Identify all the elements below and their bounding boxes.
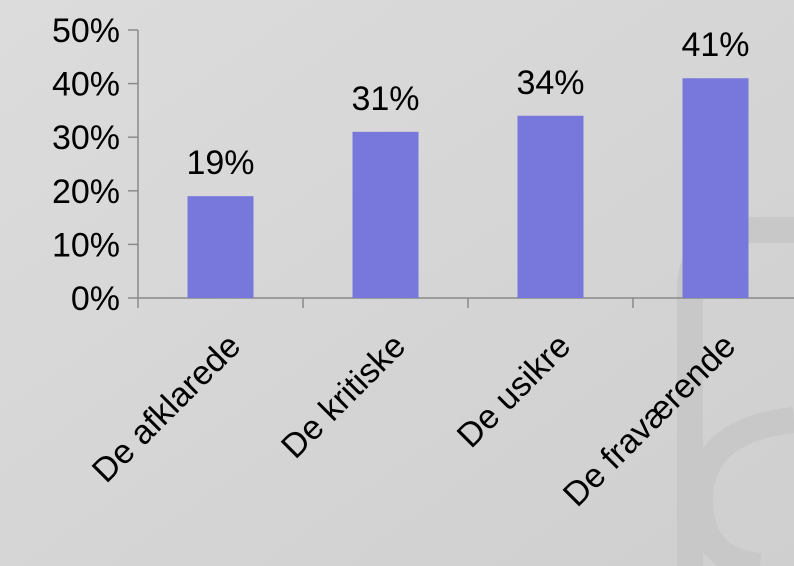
bar — [682, 78, 749, 299]
data-label: 34% — [516, 64, 584, 102]
data-label: 19% — [186, 144, 254, 182]
y-tick-label: 30% — [52, 119, 120, 157]
bar — [517, 115, 584, 298]
y-tick-label: 50% — [52, 12, 120, 50]
y-tick-label: 20% — [52, 173, 120, 211]
data-label: 31% — [351, 80, 419, 118]
bar — [352, 131, 419, 298]
data-label: 41% — [681, 26, 749, 64]
y-tick-label: 0% — [71, 280, 120, 318]
y-tick-label: 40% — [52, 66, 120, 104]
watermark — [686, 407, 794, 566]
bar — [187, 196, 254, 298]
y-tick-label: 10% — [52, 226, 120, 264]
